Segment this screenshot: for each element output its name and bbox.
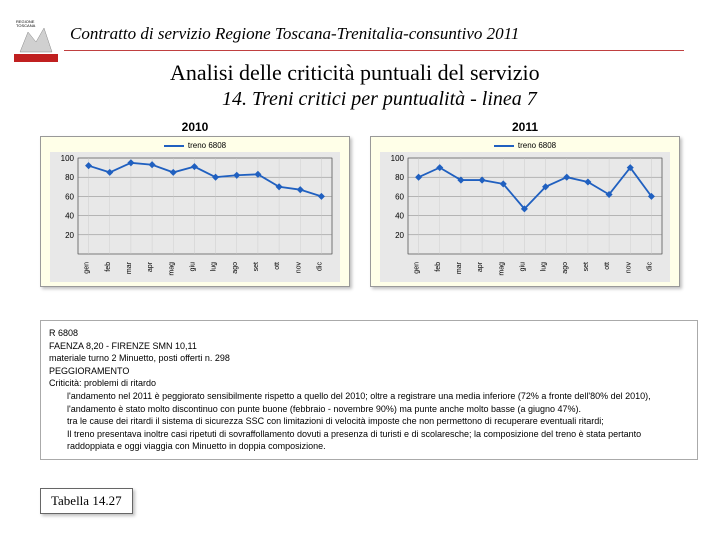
svg-text:20: 20 bbox=[395, 231, 404, 240]
desc-bullet-2: tra le cause dei ritardi il sistema di s… bbox=[49, 415, 689, 428]
svg-text:nov: nov bbox=[295, 262, 302, 274]
section-subtitle: 14. Treni critici per puntualità - linea… bbox=[222, 88, 537, 111]
desc-line-2: FAENZA 8,20 - FIRENZE SMN 10,11 bbox=[49, 340, 689, 353]
legend-line-2010 bbox=[164, 145, 184, 147]
chart-year-2011: 2011 bbox=[370, 120, 680, 134]
desc-bullet-3: Il treno presentava inoltre casi ripetut… bbox=[49, 428, 689, 453]
chart-legend-2011: treno 6808 bbox=[375, 141, 675, 150]
header-rule bbox=[64, 50, 684, 51]
svg-text:mar: mar bbox=[456, 261, 463, 274]
desc-line-5: Criticità: problemi di ritardo bbox=[49, 377, 689, 390]
svg-text:lug: lug bbox=[211, 262, 218, 271]
chart-container-2011: treno 6808 20 40 60 80 100 gen feb mar apr mag giu… bbox=[370, 136, 680, 287]
legend-label-2010: treno 6808 bbox=[188, 141, 226, 150]
svg-text:dic: dic bbox=[316, 262, 323, 271]
chart-svg-2010: 20 40 60 80 100 gen feb mar apr mag giu lug ago set ot… bbox=[50, 152, 340, 282]
legend-label-2011: treno 6808 bbox=[518, 141, 556, 150]
svg-text:100: 100 bbox=[61, 154, 75, 163]
region-logo: REGIONE TOSCANA bbox=[14, 18, 58, 62]
svg-text:40: 40 bbox=[65, 212, 74, 221]
svg-text:60: 60 bbox=[395, 192, 404, 201]
svg-text:ott: ott bbox=[274, 262, 281, 270]
svg-text:ago: ago bbox=[562, 262, 569, 274]
section-title: Analisi delle criticità puntuali del ser… bbox=[170, 60, 540, 86]
header-title: Contratto di servizio Regione Toscana-Tr… bbox=[70, 24, 519, 44]
svg-text:nov: nov bbox=[625, 262, 632, 274]
svg-text:giu: giu bbox=[189, 262, 196, 271]
desc-bullet-1: l'andamento nel 2011 è peggiorato sensib… bbox=[49, 390, 689, 415]
svg-text:80: 80 bbox=[395, 173, 404, 182]
svg-text:mag: mag bbox=[498, 262, 505, 276]
description-box: R 6808 FAENZA 8,20 - FIRENZE SMN 10,11 m… bbox=[40, 320, 698, 460]
svg-text:TOSCANA: TOSCANA bbox=[16, 23, 36, 28]
svg-text:set: set bbox=[253, 262, 260, 271]
chart-svg-2011: 20 40 60 80 100 gen feb mar apr mag giu lug ago set ot… bbox=[380, 152, 670, 282]
svg-text:20: 20 bbox=[65, 231, 74, 240]
table-label: Tabella 14.27 bbox=[40, 488, 133, 514]
svg-text:gen: gen bbox=[84, 262, 91, 274]
svg-text:apr: apr bbox=[147, 261, 154, 272]
svg-text:mag: mag bbox=[168, 262, 175, 276]
charts-row: 2010 treno 6808 20 40 60 80 100 gen feb mar apr m… bbox=[40, 120, 680, 287]
svg-text:apr: apr bbox=[477, 261, 484, 272]
chart-year-2010: 2010 bbox=[40, 120, 350, 134]
svg-text:100: 100 bbox=[391, 154, 405, 163]
svg-text:lug: lug bbox=[541, 262, 548, 271]
svg-text:gen: gen bbox=[414, 262, 421, 274]
svg-text:feb: feb bbox=[435, 262, 442, 272]
svg-text:40: 40 bbox=[395, 212, 404, 221]
svg-text:dic: dic bbox=[646, 262, 653, 271]
chart-block-2010: 2010 treno 6808 20 40 60 80 100 gen feb mar apr m… bbox=[40, 120, 350, 287]
svg-text:80: 80 bbox=[65, 173, 74, 182]
svg-text:ago: ago bbox=[232, 262, 239, 274]
chart-container-2010: treno 6808 20 40 60 80 100 gen feb mar apr mag giu… bbox=[40, 136, 350, 287]
desc-line-4: PEGGIORAMENTO bbox=[49, 365, 689, 378]
svg-text:60: 60 bbox=[65, 192, 74, 201]
svg-text:set: set bbox=[583, 262, 590, 271]
desc-line-3: materiale turno 2 Minuetto, posti offert… bbox=[49, 352, 689, 365]
chart-block-2011: 2011 treno 6808 20 40 60 80 100 gen feb mar apr m… bbox=[370, 120, 680, 287]
legend-line-2011 bbox=[494, 145, 514, 147]
svg-text:ott: ott bbox=[604, 262, 611, 270]
chart-legend-2010: treno 6808 bbox=[45, 141, 345, 150]
desc-line-1: R 6808 bbox=[49, 327, 689, 340]
svg-text:giu: giu bbox=[519, 262, 526, 271]
svg-text:feb: feb bbox=[105, 262, 112, 272]
svg-text:mar: mar bbox=[126, 261, 133, 274]
